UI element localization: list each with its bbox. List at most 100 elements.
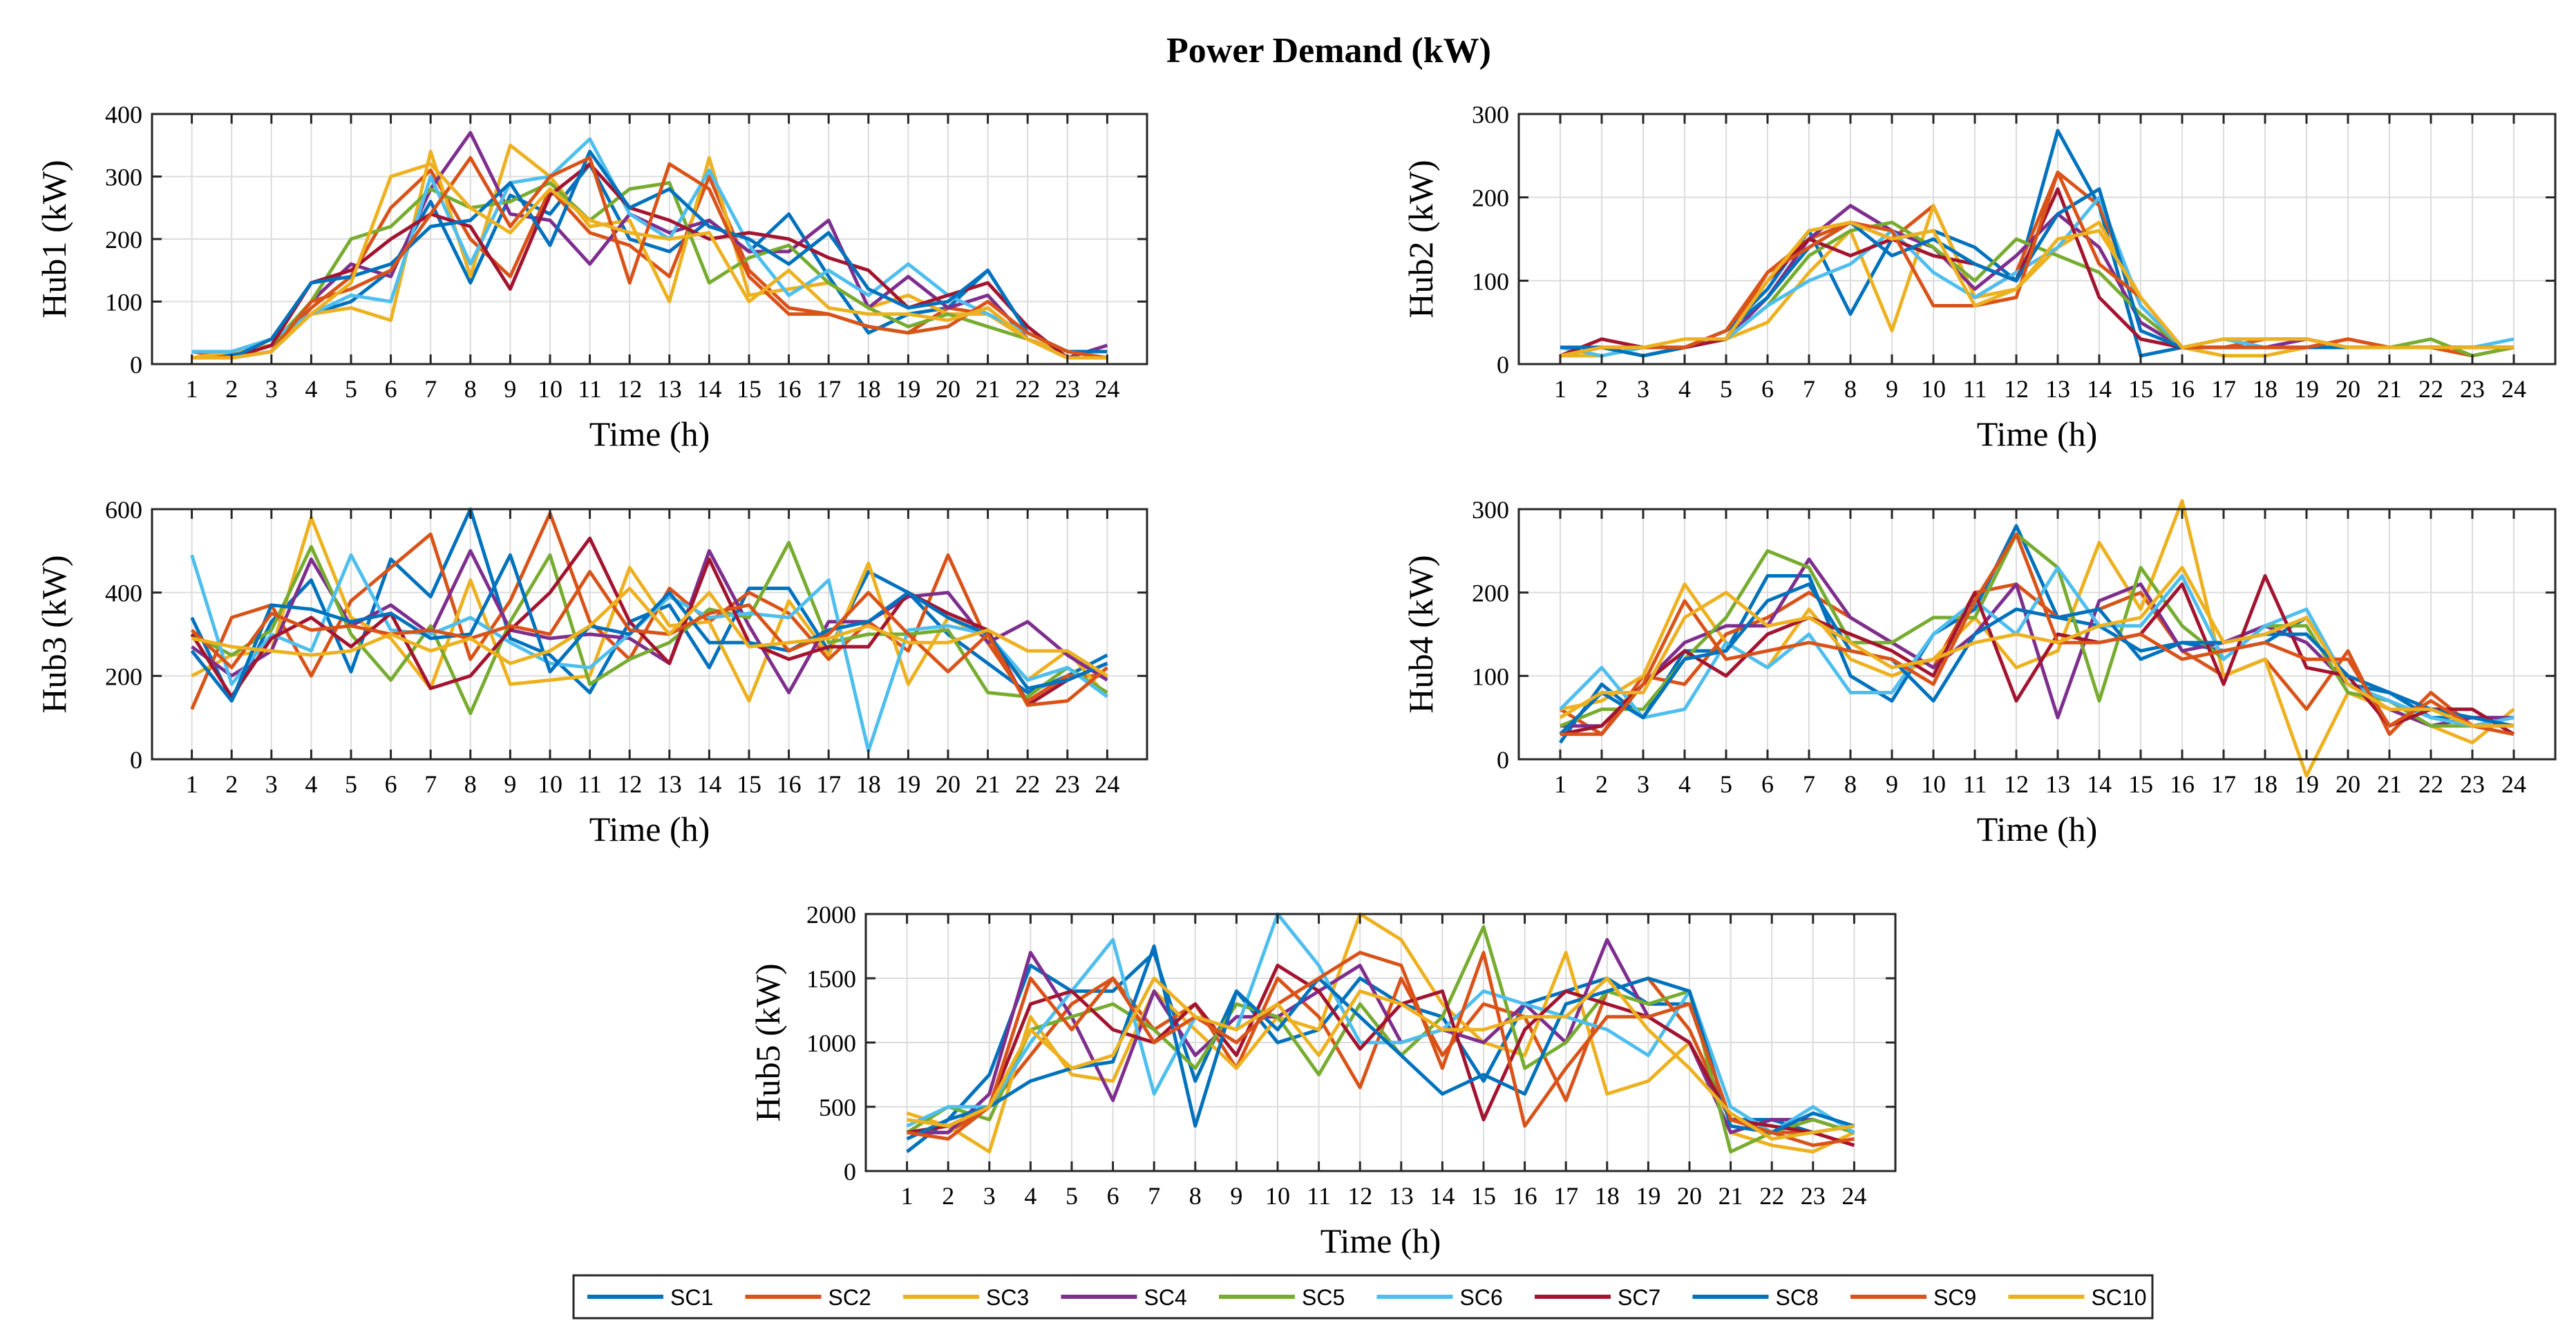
x-tick-label: 11 [1963,375,1987,403]
x-tick-label: 5 [1066,1182,1078,1210]
x-tick-label: 24 [2501,375,2526,403]
x-axis-label: Time (h) [1977,415,2098,453]
x-tick-label: 12 [2004,770,2029,798]
x-tick-label: 5 [345,770,357,798]
x-tick-label: 24 [2501,770,2526,798]
series-line-sc7 [190,536,1108,707]
x-axis-label: Time (h) [1320,1221,1441,1260]
x-tick-label: 16 [2170,375,2195,403]
x-tick-label: 3 [265,770,278,798]
y-tick-label: 1000 [806,1029,856,1057]
x-tick-label: 20 [2336,375,2360,403]
x-tick-label: 20 [1677,1182,1702,1210]
x-tick-label: 18 [2253,375,2277,403]
series-line-sc9 [191,155,1108,360]
x-tick-label: 9 [504,375,516,403]
y-tick-label: 500 [819,1094,856,1121]
legend-entry-sc7: SC7 [1535,1285,1660,1310]
series-line-sc9 [1560,532,2515,736]
legend-entry-sc6: SC6 [1376,1285,1503,1310]
legend-label: SC3 [986,1285,1029,1310]
y-tick-label: 200 [1472,580,1509,607]
chart-hub2: 1 2 3 4 5 6 7 8 9 10 11 12 13 14 15 16 17 18 19 20 21 22 23 240… [1401,101,2557,453]
x-tick-label: 8 [464,375,477,403]
series-line-sc10 [907,976,1855,1141]
x-tick-label: 1 [1554,770,1566,798]
series-line-sc7 [1560,574,2515,736]
legend-entry-sc1: SC1 [587,1285,713,1310]
x-tick-label: 2 [942,1182,954,1210]
series-line-sc7 [907,963,1855,1148]
x-tick-label: 6 [1107,1182,1119,1210]
x-tick-label: 7 [1803,375,1815,403]
x-tick-label: 22 [1015,375,1040,403]
y-tick-label: 200 [1472,184,1509,212]
x-tick-label: 14 [2087,375,2112,403]
x-tick-label: 17 [2211,770,2236,798]
series-line-sc10 [191,587,1108,678]
chart-hub3: 1 2 3 4 5 6 7 8 9 10 11 12 13 14 15 16 17 18 19 20 21 22 23 240… [35,496,1148,848]
x-tick-label: 5 [345,375,357,403]
series-line-sc9 [1560,171,2514,358]
x-tick-label: 4 [1678,770,1691,798]
chart-hub1: 1 2 3 4 5 6 7 8 9 10 11 12 13 14 15 16 17 18 19 20 21 22 23 240… [35,101,1148,453]
x-tick-label: 6 [1761,375,1774,403]
x-tick-label: 23 [1801,1182,1826,1210]
y-tick-label: 0 [1497,746,1509,774]
x-tick-label: 10 [1921,375,1946,403]
x-tick-label: 12 [617,375,642,403]
y-tick-label: 400 [105,101,142,129]
x-tick-label: 14 [697,375,721,403]
x-tick-label: 20 [936,375,960,403]
legend-label: SC8 [1776,1285,1819,1310]
x-tick-label: 3 [983,1182,996,1210]
x-tick-label: 11 [578,375,602,403]
x-tick-label: 6 [385,375,397,403]
axes-box [151,508,1148,761]
legend-label: SC6 [1460,1285,1503,1310]
x-tick-label: 21 [976,770,1001,798]
x-tick-label: 19 [2294,770,2319,798]
x-tick-label: 7 [424,770,437,798]
x-tick-label: 15 [737,770,761,798]
y-tick-label: 400 [105,580,142,607]
y-axis-label: Hub4 (kW) [1401,555,1440,713]
x-tick-label: 21 [976,375,1001,403]
x-tick-label: 9 [1230,1182,1242,1210]
figure-title: Power Demand (kW) [1166,31,1491,70]
x-tick-label: 10 [1265,1182,1290,1210]
x-tick-label: 20 [936,770,960,798]
x-tick-label: 13 [1389,1182,1414,1210]
series-line-sc7 [191,162,1108,360]
y-tick-label: 300 [1472,496,1509,524]
legend-label: SC9 [1933,1285,1976,1310]
x-tick-label: 1 [901,1182,913,1210]
legend-label: SC1 [670,1285,713,1310]
legend-label: SC4 [1144,1285,1187,1310]
x-tick-label: 19 [896,770,920,798]
x-tick-label: 7 [1803,770,1815,798]
x-tick-label: 14 [2087,770,2112,798]
x-tick-label: 10 [538,770,562,798]
x-tick-label: 2 [1595,375,1608,403]
series-line-sc10 [1560,220,2514,358]
x-tick-label: 15 [2128,375,2153,403]
y-tick-label: 100 [1472,663,1509,690]
x-tick-label: 18 [2253,770,2277,798]
y-axis-label: Hub2 (kW) [1401,160,1440,318]
x-tick-label: 11 [578,770,602,798]
x-tick-label: 12 [2004,375,2029,403]
legend-label: SC10 [2092,1285,2147,1310]
legend: SC1 SC2 SC3 SC4 SC5 SC6 SC7 SC8 SC9 SC10 [572,1274,2154,1320]
y-tick-label: 2000 [806,901,856,929]
x-tick-label: 10 [538,375,562,403]
x-tick-label: 12 [1347,1182,1372,1210]
x-tick-label: 23 [2460,375,2485,403]
x-tick-label: 6 [385,770,397,798]
legend-entry-sc9: SC9 [1850,1285,1976,1310]
x-tick-label: 12 [617,770,642,798]
x-tick-label: 8 [1844,375,1857,403]
x-tick-label: 11 [1307,1182,1331,1210]
x-tick-label: 18 [856,375,881,403]
x-tick-label: 4 [1678,375,1691,403]
